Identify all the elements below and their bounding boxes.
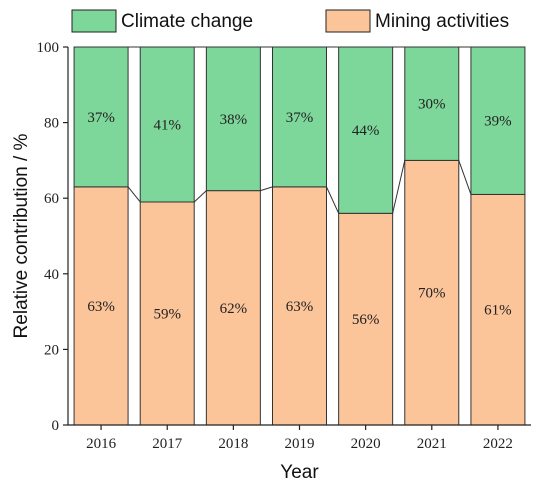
data-label-climate-2022: 39% (484, 114, 512, 130)
data-label-mining-2018: 62% (220, 301, 248, 317)
y-tick-label-100: 100 (37, 40, 60, 56)
bar-climate-2020 (338, 46, 394, 214)
legend-label-1: Mining activities (375, 11, 509, 32)
bar-climate-2019 (272, 46, 327, 188)
legend-swatch-0 (71, 9, 117, 33)
bars (73, 46, 526, 426)
connector-lines (127, 46, 472, 214)
data-labels: 63% 37% 59% 41% 62% 38% 63% 37% 56% 44% 70% 30% 61% 3… (87, 97, 511, 328)
x-axis: 2016 2017 2018 2019 2020 2021 2022 (68, 424, 531, 452)
bar-climate-2021 (404, 46, 460, 161)
legend-swatch-1 (325, 9, 371, 33)
data-label-climate-2017: 41% (153, 117, 181, 133)
x-tick-label-2018: 2018 (218, 436, 248, 452)
y-tick-label-20: 20 (44, 342, 59, 358)
x-tick-label-2021: 2021 (417, 436, 447, 452)
data-label-mining-2016: 63% (87, 299, 115, 315)
y-tick-label-60: 60 (44, 191, 59, 207)
bar-mining-2021 (404, 159, 460, 426)
bar-mining-2018 (205, 190, 261, 426)
data-label-climate-2018: 38% (220, 112, 248, 128)
y-tick-label-0: 0 (52, 418, 60, 434)
data-label-mining-2022: 61% (484, 303, 512, 319)
x-tick-label-2017: 2017 (152, 436, 183, 452)
data-label-mining-2021: 70% (418, 286, 446, 302)
legend-label-0: Climate change (121, 11, 253, 32)
connector-boundary-4 (392, 160, 406, 214)
connector-boundary-1 (193, 190, 207, 203)
data-label-mining-2017: 59% (153, 306, 181, 322)
data-label-climate-2016: 37% (87, 110, 115, 126)
bar-mining-2016 (73, 186, 129, 426)
x-tick-label-2020: 2020 (351, 436, 381, 452)
bar-mining-2022 (470, 193, 526, 426)
y-tick-label-40: 40 (44, 267, 59, 283)
bar-climate-2016 (73, 46, 129, 188)
data-label-climate-2021: 30% (418, 97, 446, 113)
data-label-mining-2020: 56% (352, 312, 380, 328)
bar-climate-2022 (470, 46, 526, 195)
connector-boundary-5 (458, 160, 472, 195)
x-tick-label-2019: 2019 (285, 436, 315, 452)
y-axis: 0 20 40 60 80 100 (37, 40, 69, 434)
x-tick-label-2022: 2022 (483, 436, 513, 452)
x-axis-title: Year (280, 462, 319, 483)
y-tick-label-80: 80 (44, 116, 59, 132)
y-axis-title: Relative contribution / % (11, 133, 32, 338)
data-label-climate-2019: 37% (286, 110, 314, 126)
connector-boundary-0 (127, 186, 141, 203)
legend: Climate change Mining activities (71, 9, 509, 33)
connector-boundary-3 (326, 186, 340, 214)
connector-boundary-2 (260, 186, 273, 192)
x-tick-label-2016: 2016 (86, 436, 117, 452)
data-label-climate-2020: 44% (352, 123, 380, 139)
bar-climate-2017 (139, 46, 195, 203)
data-label-mining-2019: 63% (286, 299, 314, 315)
bar-climate-2018 (205, 46, 261, 192)
